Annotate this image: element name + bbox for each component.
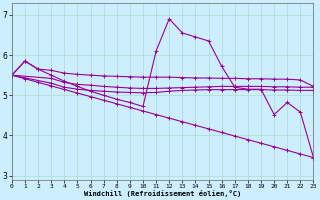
X-axis label: Windchill (Refroidissement éolien,°C): Windchill (Refroidissement éolien,°C) [84, 190, 241, 197]
